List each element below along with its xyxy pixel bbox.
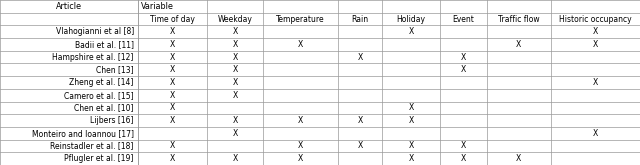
Text: Hampshire et al. [12]: Hampshire et al. [12] [52,53,134,62]
Text: Zheng et al. [14]: Zheng et al. [14] [69,78,134,87]
Text: X: X [298,40,303,49]
Text: Vlahogianni et al [8]: Vlahogianni et al [8] [56,27,134,36]
Text: X: X [593,129,598,138]
Text: X: X [232,53,238,62]
Text: X: X [170,65,175,74]
Text: Time of day: Time of day [150,15,195,24]
Text: X: X [408,27,414,36]
Text: Pflugler et al. [19]: Pflugler et al. [19] [65,154,134,163]
Text: Traffic flow: Traffic flow [498,15,540,24]
Text: X: X [170,103,175,112]
Text: X: X [170,27,175,36]
Text: X: X [232,129,238,138]
Text: X: X [170,141,175,150]
Text: X: X [593,27,598,36]
Text: X: X [170,78,175,87]
Text: Weekday: Weekday [218,15,253,24]
Text: X: X [408,116,414,125]
Text: X: X [408,154,414,163]
Text: Historic occupancy: Historic occupancy [559,15,632,24]
Text: X: X [232,91,238,100]
Text: X: X [461,65,467,74]
Text: X: X [232,154,238,163]
Text: X: X [516,154,522,163]
Text: Chen [13]: Chen [13] [96,65,134,74]
Text: X: X [170,40,175,49]
Text: X: X [170,91,175,100]
Text: X: X [461,141,467,150]
Text: X: X [298,154,303,163]
Text: X: X [298,116,303,125]
Text: Badii et al. [11]: Badii et al. [11] [75,40,134,49]
Text: Variable: Variable [141,2,173,11]
Text: X: X [232,40,238,49]
Text: Event: Event [452,15,475,24]
Text: X: X [232,116,238,125]
Text: X: X [593,78,598,87]
Text: Reinstadler et al. [18]: Reinstadler et al. [18] [51,141,134,150]
Text: X: X [232,78,238,87]
Text: Holiday: Holiday [397,15,426,24]
Text: X: X [516,40,522,49]
Text: Monteiro and Ioannou [17]: Monteiro and Ioannou [17] [32,129,134,138]
Text: X: X [232,27,238,36]
Text: X: X [232,65,238,74]
Text: Temperature: Temperature [276,15,324,24]
Text: X: X [461,154,467,163]
Text: Camero et al. [15]: Camero et al. [15] [64,91,134,100]
Text: Article: Article [56,2,82,11]
Text: X: X [593,40,598,49]
Text: X: X [357,53,363,62]
Text: X: X [461,53,467,62]
Text: X: X [298,141,303,150]
Text: X: X [408,141,414,150]
Text: X: X [408,103,414,112]
Text: X: X [170,53,175,62]
Text: Lijbers [16]: Lijbers [16] [90,116,134,125]
Text: Rain: Rain [351,15,369,24]
Text: X: X [170,116,175,125]
Text: X: X [170,154,175,163]
Text: X: X [357,116,363,125]
Text: Chen et al. [10]: Chen et al. [10] [74,103,134,112]
Text: X: X [357,141,363,150]
